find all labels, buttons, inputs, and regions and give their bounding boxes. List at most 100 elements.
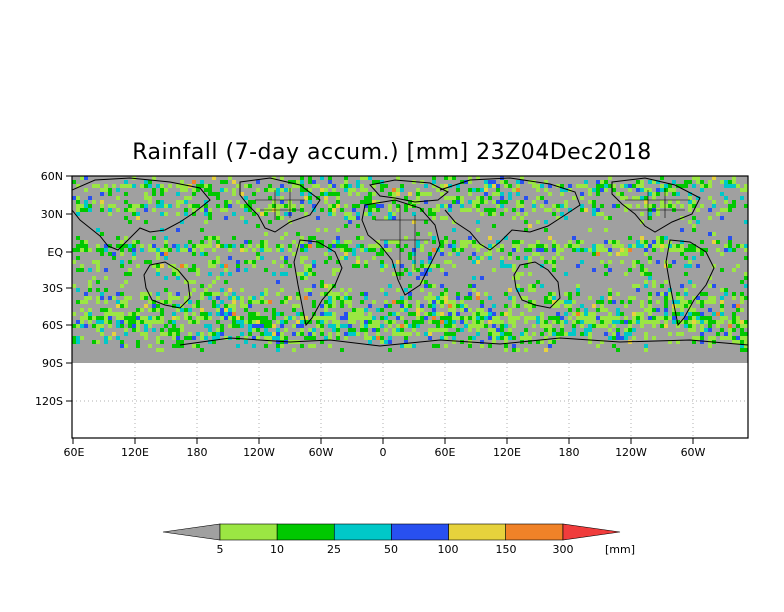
rain-cell xyxy=(172,268,176,272)
rain-cell xyxy=(348,212,352,216)
rain-cell xyxy=(628,324,632,328)
rain-cell xyxy=(532,304,536,308)
rain-cell xyxy=(156,248,160,252)
rain-cell xyxy=(160,316,164,320)
rain-cell xyxy=(592,268,596,272)
rain-cell xyxy=(152,248,156,252)
rain-cell xyxy=(156,304,160,308)
rain-cell xyxy=(696,336,700,340)
rain-cell xyxy=(140,292,144,296)
rain-cell xyxy=(324,308,328,312)
rain-cell xyxy=(228,256,232,260)
rain-cell xyxy=(456,252,460,256)
rain-cell xyxy=(632,312,636,316)
rain-cell xyxy=(380,180,384,184)
rain-cell xyxy=(488,320,492,324)
rain-cell xyxy=(300,272,304,276)
rain-cell xyxy=(388,348,392,352)
rain-cell xyxy=(144,260,148,264)
rain-cell xyxy=(544,248,548,252)
rain-cell xyxy=(216,292,220,296)
rain-cell xyxy=(128,248,132,252)
rain-cell xyxy=(96,340,100,344)
rain-cell xyxy=(616,252,620,256)
rain-cell xyxy=(404,332,408,336)
rain-cell xyxy=(692,244,696,248)
rain-cell xyxy=(368,340,372,344)
rain-cell xyxy=(532,252,536,256)
rain-cell xyxy=(440,184,444,188)
rain-cell xyxy=(460,300,464,304)
rain-cell xyxy=(256,188,260,192)
rain-cell xyxy=(184,296,188,300)
rain-cell xyxy=(208,236,212,240)
rain-cell xyxy=(392,272,396,276)
rain-cell xyxy=(496,204,500,208)
rain-cell xyxy=(372,216,376,220)
rain-cell xyxy=(204,316,208,320)
rain-cell xyxy=(404,196,408,200)
rain-cell xyxy=(692,328,696,332)
rain-cell xyxy=(280,336,284,340)
rain-cell xyxy=(408,324,412,328)
rain-cell xyxy=(212,332,216,336)
rain-cell xyxy=(104,188,108,192)
rain-cell xyxy=(164,204,168,208)
rain-cell xyxy=(612,324,616,328)
rain-cell xyxy=(668,264,672,268)
rain-cell xyxy=(624,252,628,256)
rain-cell xyxy=(100,200,104,204)
rain-cell xyxy=(516,348,520,352)
rain-cell xyxy=(364,204,368,208)
rain-cell xyxy=(488,236,492,240)
rain-cell xyxy=(280,176,284,180)
rain-cell xyxy=(100,308,104,312)
rain-cell xyxy=(308,272,312,276)
rain-cell xyxy=(196,268,200,272)
rain-cell xyxy=(460,328,464,332)
rain-cell xyxy=(616,244,620,248)
rain-cell xyxy=(488,336,492,340)
rain-cell xyxy=(544,296,548,300)
rain-cell xyxy=(652,324,656,328)
rain-cell xyxy=(516,184,520,188)
rain-cell xyxy=(456,292,460,296)
rain-cell xyxy=(172,316,176,320)
rain-cell xyxy=(520,208,524,212)
rain-cell xyxy=(160,308,164,312)
rain-cell xyxy=(480,244,484,248)
rain-cell xyxy=(212,192,216,196)
rain-cell xyxy=(332,184,336,188)
rain-cell xyxy=(160,312,164,316)
rain-cell xyxy=(476,328,480,332)
rain-cell xyxy=(152,192,156,196)
rain-cell xyxy=(332,320,336,324)
rain-cell xyxy=(724,208,728,212)
rain-cell xyxy=(544,244,548,248)
rain-cell xyxy=(452,200,456,204)
rain-cell xyxy=(332,212,336,216)
rain-cell xyxy=(188,300,192,304)
rain-cell xyxy=(444,316,448,320)
rain-cell xyxy=(668,204,672,208)
rain-cell xyxy=(600,320,604,324)
rain-cell xyxy=(604,188,608,192)
rain-cell xyxy=(372,208,376,212)
rain-cell xyxy=(128,268,132,272)
rain-cell xyxy=(404,324,408,328)
rain-cell xyxy=(620,252,624,256)
rain-cell xyxy=(200,332,204,336)
rain-cell xyxy=(172,344,176,348)
rain-cell xyxy=(440,292,444,296)
rain-cell xyxy=(416,316,420,320)
rain-cell xyxy=(644,196,648,200)
rain-cell xyxy=(208,312,212,316)
rain-cell xyxy=(700,180,704,184)
rain-cell xyxy=(476,244,480,248)
rain-cell xyxy=(380,308,384,312)
rain-cell xyxy=(292,252,296,256)
rain-cell xyxy=(412,248,416,252)
rain-cell xyxy=(676,324,680,328)
rain-cell xyxy=(384,292,388,296)
rain-cell xyxy=(476,316,480,320)
